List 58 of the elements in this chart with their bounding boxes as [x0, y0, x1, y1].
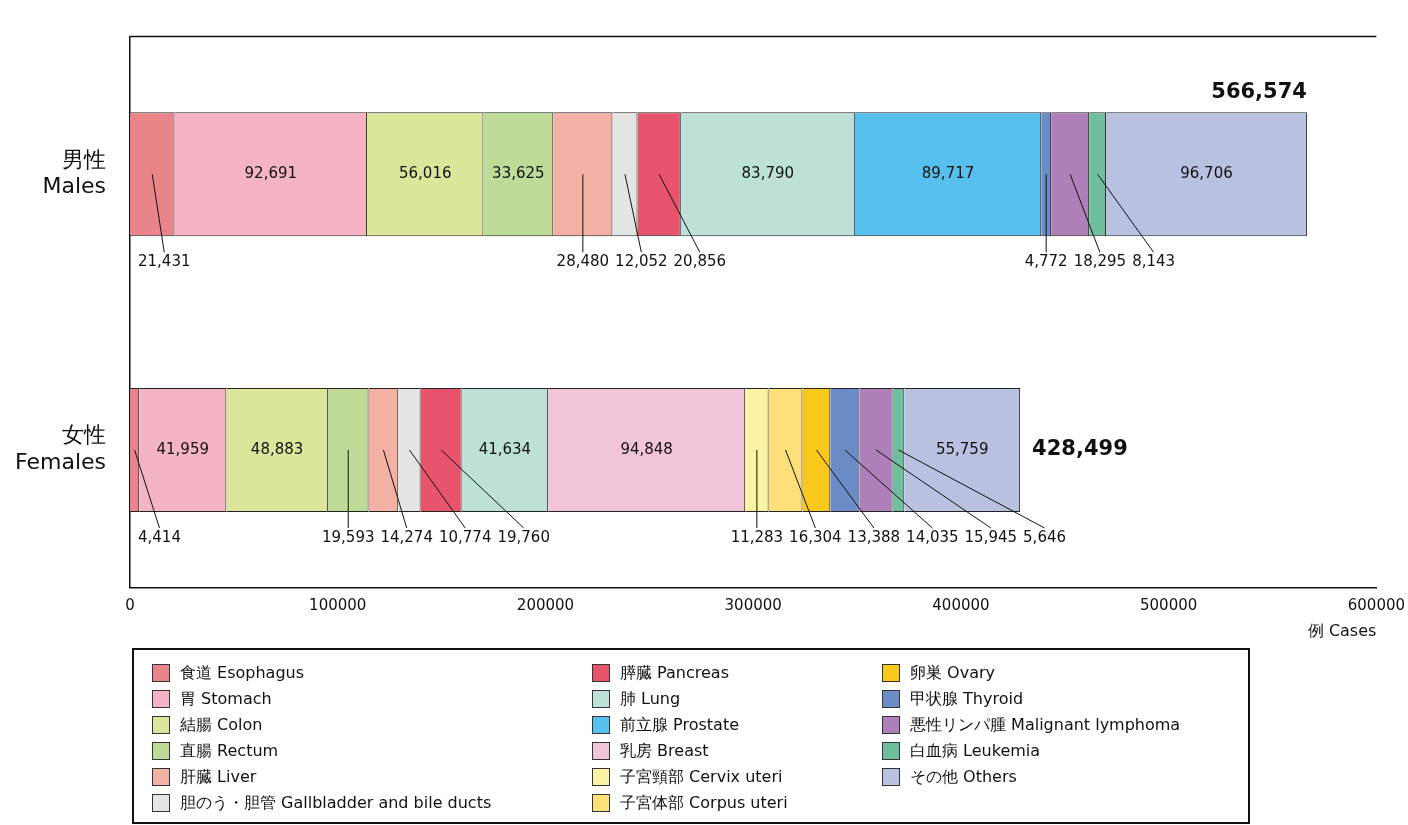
- data-label: 10,774: [438, 527, 492, 546]
- data-label: 14,035: [906, 527, 959, 546]
- data-label: 96,706: [1180, 164, 1233, 183]
- data-label: 20,856: [673, 252, 727, 271]
- data-label: 19,760: [497, 527, 550, 546]
- data-label: 28,480: [556, 252, 610, 271]
- data-label: 18,295: [1073, 252, 1127, 271]
- legend-label: 卵巣 Ovary: [910, 662, 995, 684]
- data-label: 4,772: [1024, 252, 1068, 271]
- data-label: 5,646: [1023, 527, 1067, 546]
- x-axis-title: 例 Cases: [1307, 620, 1377, 640]
- data-label: 21,431: [138, 252, 191, 271]
- data-label: 41,634: [478, 439, 532, 458]
- y-tick-label: 女性 Females: [14, 422, 107, 474]
- y-tick-label: 男性 Males: [42, 146, 107, 199]
- data-label: 4,414: [138, 527, 181, 546]
- data-label: 94,848: [620, 439, 673, 458]
- legend-label: 胆のう・胆管 Gallbladder and bile ducts: [180, 792, 492, 814]
- total-label: 566,574: [1211, 78, 1307, 103]
- legend-label: 結腸 Colon: [180, 714, 263, 736]
- data-label: 89,717: [921, 164, 975, 183]
- data-label: 19,593: [321, 527, 375, 546]
- x-tick-label: 400000: [932, 595, 990, 614]
- legend-label: 子宮頸部 Cervix uteri: [620, 766, 783, 788]
- data-label: 11,283: [730, 527, 784, 546]
- data-label: 13,388: [847, 527, 901, 546]
- x-tick-label: 300000: [724, 595, 782, 614]
- data-label: 15,945: [964, 527, 1018, 546]
- x-tick-label: 500000: [1140, 595, 1198, 614]
- data-label: 12,052: [615, 252, 668, 271]
- legend-label: 子宮体部 Corpus uteri: [620, 792, 788, 814]
- data-label: 56,016: [399, 164, 452, 183]
- legend-label: 膵臓 Pancreas: [620, 662, 729, 684]
- data-label: 92,691: [244, 164, 298, 183]
- data-label: 8,143: [1132, 252, 1176, 271]
- x-tick-label: 100000: [309, 595, 367, 614]
- data-label: 55,759: [935, 439, 989, 458]
- data-label: 16,304: [789, 527, 842, 546]
- data-label: 14,274: [380, 527, 433, 546]
- legend-label: 白血病 Leukemia: [910, 740, 1041, 762]
- legend-label: 前立腺 Prostate: [620, 714, 739, 736]
- legend-label: 悪性リンパ腫 Malignant lymphoma: [910, 714, 1181, 736]
- data-label: 83,790: [741, 164, 795, 183]
- total-label: 428,499: [1032, 436, 1128, 461]
- legend-label: その他 Others: [910, 766, 1017, 788]
- legend-label: 乳房 Breast: [620, 740, 709, 762]
- legend-label: 直腸 Rectum: [180, 740, 279, 762]
- legend-label: 食道 Esophagus: [180, 662, 305, 684]
- x-tick-label: 200000: [516, 595, 575, 614]
- x-tick-label: 600000: [1347, 595, 1405, 614]
- legend-label: 肺 Lung: [620, 688, 681, 710]
- x-tick-label: 0: [125, 595, 135, 614]
- legend-label: 甲状腺 Thyroid: [910, 688, 1024, 710]
- data-label: 48,883: [250, 439, 304, 458]
- data-label: 33,625: [492, 164, 545, 183]
- legend-label: 肝臓 Liver: [180, 766, 257, 788]
- legend-label: 胃 Stomach: [180, 688, 272, 710]
- data-label: 41,959: [156, 439, 210, 458]
